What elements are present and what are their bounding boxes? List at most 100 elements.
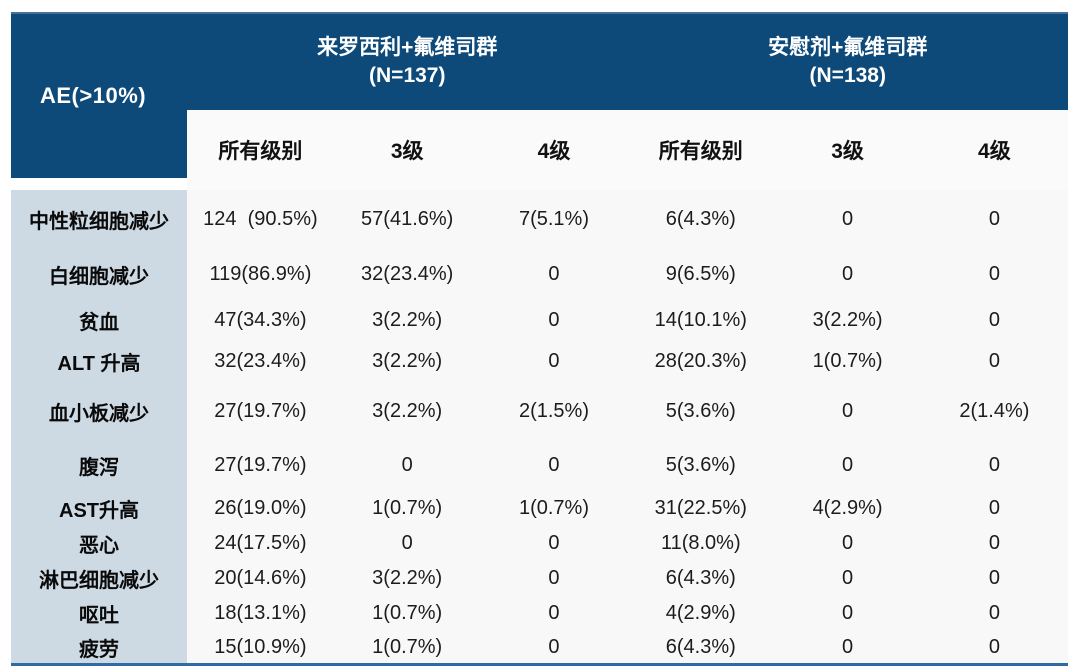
table-row: 中性粒细胞减少 124 (90.5%) 57(41.6%) 7(5.1%) 6(… bbox=[11, 190, 1068, 248]
cell: 0 bbox=[842, 263, 854, 285]
subheader-grade4-1: 4级 bbox=[537, 140, 571, 163]
row-label: AST升高 bbox=[59, 500, 139, 522]
cell: 124 (90.5%) bbox=[203, 207, 318, 230]
cell: 0 bbox=[988, 497, 1000, 519]
cell: 20(14.6%) bbox=[214, 567, 307, 589]
cell: 26(19.0%) bbox=[214, 497, 307, 519]
cell: 5(3.6%) bbox=[665, 400, 736, 422]
cell: 6(4.3%) bbox=[665, 207, 736, 230]
cell: 0 bbox=[842, 567, 854, 589]
table-row: 淋巴细胞减少 20(14.6%) 3(2.2%) 0 6(4.3%) 0 0 bbox=[11, 561, 1068, 596]
row-label: 呕吐 bbox=[79, 605, 119, 627]
cell: 0 bbox=[401, 532, 413, 554]
cell: 0 bbox=[548, 635, 560, 658]
cell: 0 bbox=[842, 635, 854, 658]
group-n: (N=138) bbox=[809, 64, 886, 87]
cell: 47(34.3%) bbox=[214, 309, 307, 331]
cell: 27(19.7%) bbox=[214, 454, 307, 476]
cell: 0 bbox=[988, 350, 1000, 372]
cell: 7(5.1%) bbox=[518, 207, 589, 230]
cell: 2(1.4%) bbox=[959, 400, 1030, 422]
cell: 18(13.1%) bbox=[214, 602, 307, 624]
group-title: 安慰剂+氟维司群 bbox=[768, 35, 928, 59]
cell: 3(2.2%) bbox=[812, 309, 883, 331]
cell: 6(4.3%) bbox=[665, 567, 736, 589]
cell: 0 bbox=[548, 263, 560, 285]
cell: 2(1.5%) bbox=[518, 400, 589, 422]
cell: 0 bbox=[988, 567, 1000, 589]
cell: 3(2.2%) bbox=[372, 309, 443, 331]
cell: 0 bbox=[988, 454, 1000, 476]
cell: 6(4.3%) bbox=[665, 635, 736, 658]
cell: 0 bbox=[548, 350, 560, 372]
group-title: 来罗西利+氟维司群 bbox=[317, 35, 498, 59]
group-n: (N=137) bbox=[369, 64, 446, 87]
table-body: 中性粒细胞减少 124 (90.5%) 57(41.6%) 7(5.1%) 6(… bbox=[11, 190, 1068, 663]
subheader-grade4-2: 4级 bbox=[978, 140, 1011, 163]
cell: 0 bbox=[988, 532, 1000, 554]
cell: 0 bbox=[548, 602, 560, 624]
cell: 0 bbox=[548, 532, 560, 554]
cell: 0 bbox=[988, 309, 1000, 331]
cell: 4(2.9%) bbox=[665, 602, 736, 624]
cell: 0 bbox=[988, 207, 1000, 230]
cell: 4(2.9%) bbox=[812, 497, 883, 519]
cell: 1(0.7%) bbox=[372, 635, 443, 658]
row-label-column-background bbox=[11, 190, 187, 663]
cell: 0 bbox=[842, 207, 854, 230]
cell: 28(20.3%) bbox=[654, 350, 747, 372]
cell: 0 bbox=[842, 602, 854, 624]
row-label: 恶心 bbox=[79, 535, 119, 557]
ae-header-cell: AE(>10%) bbox=[11, 12, 187, 178]
group-header-leroxylib-fulvestrant: 来罗西利+氟维司群 (N=137) bbox=[187, 14, 628, 110]
cell: 27(19.7%) bbox=[214, 400, 307, 422]
row-label: 淋巴细胞减少 bbox=[39, 570, 159, 592]
cell: 15(10.9%) bbox=[214, 635, 307, 658]
adverse-events-table: AE(>10%) 来罗西利+氟维司群 (N=137) 安慰剂+氟维司群 (N=1… bbox=[11, 12, 1069, 666]
cell: 0 bbox=[548, 567, 560, 589]
cell: 0 bbox=[842, 454, 854, 476]
table-row: 腹泻 27(19.7%) 0 0 5(3.6%) 0 0 bbox=[11, 440, 1068, 491]
table-row: ALT 升高 32(23.4%) 3(2.2%) 0 28(20.3%) 1(0… bbox=[11, 340, 1068, 383]
cell: 0 bbox=[548, 454, 560, 476]
cell: 5(3.6%) bbox=[665, 454, 736, 476]
table-row: 血小板减少 27(19.7%) 3(2.2%) 2(1.5%) 5(3.6%) … bbox=[11, 383, 1068, 440]
grade-subheader-row: 所有级别 3级 4级 所有级别 3级 4级 bbox=[187, 110, 1068, 190]
row-label: 疲劳 bbox=[79, 638, 119, 661]
cell: 31(22.5%) bbox=[654, 497, 747, 519]
cell: 0 bbox=[548, 309, 560, 331]
table-row: 贫血 47(34.3%) 3(2.2%) 0 14(10.1%) 3(2.2%)… bbox=[11, 301, 1068, 340]
cell: 9(6.5%) bbox=[665, 263, 736, 285]
ae-header-label: AE(>10%) bbox=[40, 83, 147, 108]
row-label: ALT 升高 bbox=[57, 353, 141, 375]
cell: 32(23.4%) bbox=[361, 263, 454, 285]
cell: 3(2.2%) bbox=[372, 350, 443, 372]
cell: 0 bbox=[401, 454, 413, 476]
subheader-all-grades-2: 所有级别 bbox=[658, 140, 743, 163]
cell: 11(8.0%) bbox=[660, 532, 741, 554]
cell: 0 bbox=[988, 602, 1000, 624]
cell: 3(2.2%) bbox=[372, 567, 443, 589]
row-label: 贫血 bbox=[79, 312, 119, 334]
cell: 119(86.9%) bbox=[209, 263, 312, 285]
row-label: 血小板减少 bbox=[49, 403, 149, 425]
table-bottom-rule bbox=[11, 663, 1068, 666]
cell: 1(0.7%) bbox=[518, 497, 589, 519]
row-label: 中性粒细胞减少 bbox=[29, 210, 169, 233]
table-row: AST升高 26(19.0%) 1(0.7%) 1(0.7%) 31(22.5%… bbox=[11, 491, 1068, 526]
row-label: 腹泻 bbox=[79, 457, 119, 479]
cell: 57(41.6%) bbox=[361, 207, 454, 230]
subheader-grade3-1: 3级 bbox=[390, 140, 424, 163]
cell: 1(0.7%) bbox=[372, 602, 443, 624]
table-row: 呕吐 18(13.1%) 1(0.7%) 0 4(2.9%) 0 0 bbox=[11, 596, 1068, 631]
cell: 0 bbox=[988, 635, 1000, 658]
cell: 24(17.5%) bbox=[214, 532, 307, 554]
subheader-grade3-2: 3级 bbox=[831, 140, 864, 163]
cell: 3(2.2%) bbox=[372, 400, 443, 422]
cell: 0 bbox=[988, 263, 1000, 285]
group-header-placebo-fulvestrant: 安慰剂+氟维司群 (N=138) bbox=[628, 14, 1069, 110]
cell: 14(10.1%) bbox=[654, 309, 747, 331]
row-label: 白细胞减少 bbox=[49, 266, 149, 288]
subheader-all-grades-1: 所有级别 bbox=[218, 140, 303, 163]
cell: 0 bbox=[842, 400, 854, 422]
